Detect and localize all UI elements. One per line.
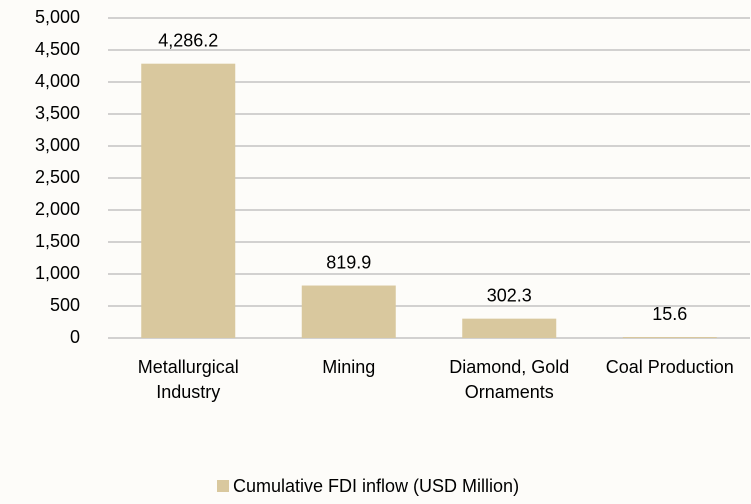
legend-label: Cumulative FDI inflow (USD Million): [233, 476, 519, 496]
y-tick-label: 5,000: [35, 7, 80, 27]
data-label: 4,286.2: [158, 30, 218, 50]
bar: [141, 63, 236, 339]
bar: [622, 337, 717, 338]
x-tick-label: Diamond, Gold Ornaments: [449, 357, 570, 402]
x-tick-label: Metallurgical Industry: [137, 357, 239, 402]
y-tick-label: 1,500: [35, 231, 80, 251]
y-tick-label: 1,000: [35, 263, 80, 283]
bar: [301, 285, 396, 338]
y-tick-label: 4,000: [35, 71, 80, 91]
y-tick-label: 500: [50, 295, 80, 315]
y-tick-label: 2,000: [35, 199, 80, 219]
data-label: 302.3: [487, 285, 532, 305]
x-tick-label: Coal Production: [605, 357, 734, 377]
data-label: 15.6: [652, 304, 687, 324]
x-tick-label: Mining: [322, 357, 376, 377]
legend-swatch: [217, 480, 229, 492]
y-tick-label: 3,500: [35, 103, 80, 123]
data-label: 819.9: [326, 252, 371, 272]
y-tick-label: 2,500: [35, 167, 80, 187]
y-tick-label: 0: [70, 327, 80, 347]
bar: [462, 318, 557, 338]
y-tick-label: 3,000: [35, 135, 80, 155]
y-tick-label: 4,500: [35, 39, 80, 59]
